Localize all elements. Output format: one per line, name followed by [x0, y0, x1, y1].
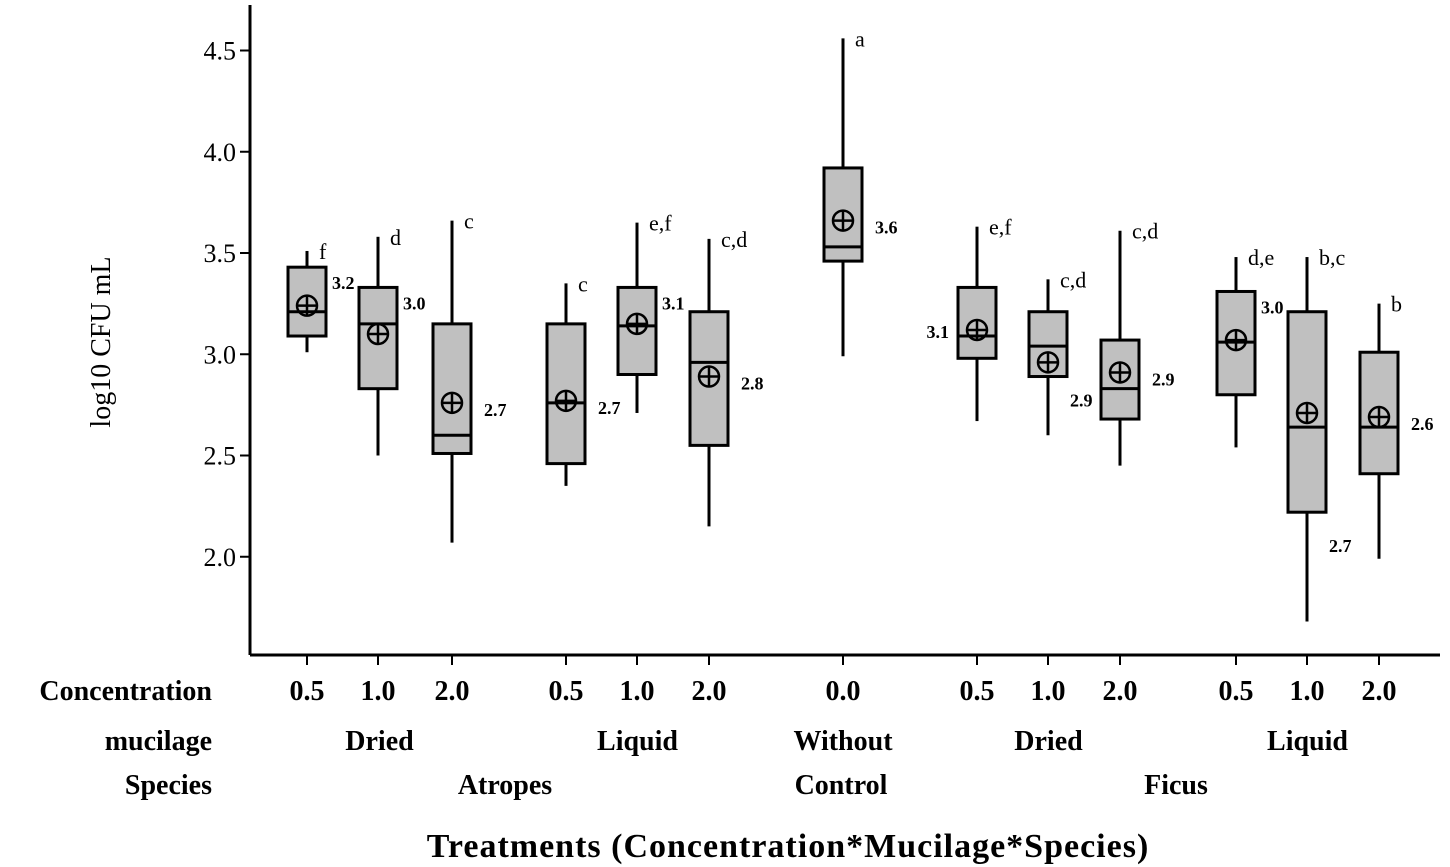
mucilage-label: Liquid	[597, 726, 678, 757]
species-label: Ficus	[1144, 770, 1208, 801]
concentration-label: 2.0	[435, 676, 470, 707]
box-group: b 2.6	[1358, 292, 1434, 559]
iqr-box	[1099, 338, 1141, 421]
significance-letter: f	[319, 239, 327, 264]
mucilage-label: Dried	[1014, 726, 1083, 757]
box-group: e,f 3.1	[616, 211, 685, 413]
y-axis-title: log10 CFU mL	[86, 256, 117, 427]
mean-value-label: 2.7	[1329, 536, 1352, 556]
significance-letter: b	[1391, 292, 1402, 317]
mean-value-label: 2.9	[1070, 391, 1093, 411]
mucilage-label: Without	[793, 726, 893, 757]
significance-letter: d,e	[1248, 245, 1274, 270]
species-label: Atropes	[458, 770, 552, 801]
iqr-box	[1027, 310, 1069, 379]
box-group: c,d 2.9	[1099, 219, 1175, 466]
concentration-label: 1.0	[1290, 676, 1325, 707]
concentration-label: 2.0	[692, 676, 727, 707]
box-group: b,c 2.7	[1286, 245, 1352, 622]
concentration-label: 2.0	[1362, 676, 1397, 707]
y-tick-label: 2.0	[204, 543, 237, 572]
box-group: c 2.7	[431, 209, 507, 543]
significance-letter: e,f	[649, 211, 672, 236]
significance-letter: d	[390, 225, 401, 250]
y-tick-label: 2.5	[204, 442, 237, 471]
iqr-box	[545, 322, 587, 466]
y-tick-label: 4.5	[204, 37, 237, 66]
mean-value-label: 2.8	[741, 374, 764, 394]
significance-letter: a	[855, 26, 865, 51]
row-header: Concentration	[39, 676, 212, 707]
mucilage-label: Dried	[345, 726, 414, 757]
box-group: c,d 2.9	[1027, 267, 1093, 436]
x-axis-title: Treatments (Concentration*Mucilage*Speci…	[427, 828, 1150, 865]
significance-letter: c	[578, 271, 588, 296]
mean-value-label: 2.7	[484, 400, 507, 420]
concentration-label: 1.0	[361, 676, 396, 707]
boxes: f3.2d3.0c2.7c2.7e,f3.1c,d2.8a3.6 e,f3.1c,…	[286, 26, 1434, 622]
concentration-label: 1.0	[1031, 676, 1066, 707]
mean-value-label: 2.7	[598, 398, 621, 418]
concentration-label: 0.0	[826, 676, 861, 707]
box-group: d 3.0	[357, 225, 426, 456]
mean-value-label: 3.1	[662, 293, 685, 313]
iqr-box	[431, 322, 473, 455]
mean-value-label: 3.6	[875, 218, 898, 238]
concentration-label: 2.0	[1103, 676, 1138, 707]
box-group: e,f 3.1	[927, 215, 1012, 422]
mean-value-label: 3.2	[332, 273, 355, 293]
mean-value-label: 3.0	[1261, 297, 1284, 317]
box-group: a 3.6	[822, 26, 898, 357]
significance-letter: c,d	[1132, 219, 1158, 244]
box-group: c 2.7	[545, 271, 621, 486]
species-label: Control	[795, 770, 888, 801]
mucilage-label: Liquid	[1267, 726, 1348, 757]
mean-value-label: 2.6	[1411, 414, 1434, 434]
concentration-label: 0.5	[290, 676, 325, 707]
significance-letter: c,d	[1060, 267, 1086, 292]
y-tick-label: 3.5	[204, 239, 237, 268]
concentration-label: 0.5	[960, 676, 995, 707]
significance-letter: c	[464, 209, 474, 234]
significance-letter: e,f	[989, 215, 1012, 240]
concentration-label: 1.0	[620, 676, 655, 707]
mean-value-label: 3.0	[403, 293, 426, 313]
y-tick-label: 4.0	[204, 138, 237, 167]
box-group: d,e 3.0	[1215, 245, 1284, 448]
box-group: f3.2	[286, 239, 355, 353]
y-tick-label: 3.0	[204, 340, 237, 369]
significance-letter: b,c	[1319, 245, 1346, 270]
concentration-label: 0.5	[549, 676, 584, 707]
box-group: c,d 2.8	[688, 227, 764, 527]
mean-value-label: 2.9	[1152, 369, 1175, 389]
axes: 2.0 2.5 3.0 3.5 4.0 4.5 log10 CFU mL	[86, 5, 1440, 665]
row-header: mucilage	[105, 726, 212, 757]
significance-letter: c,d	[721, 227, 747, 252]
row-header: Species	[125, 770, 212, 801]
x-labels: Concentration mucilage Species 0.5 1.0 2.0 0.5…	[39, 676, 1396, 865]
concentration-label: 0.5	[1219, 676, 1254, 707]
mean-value-label: 3.1	[927, 322, 950, 342]
